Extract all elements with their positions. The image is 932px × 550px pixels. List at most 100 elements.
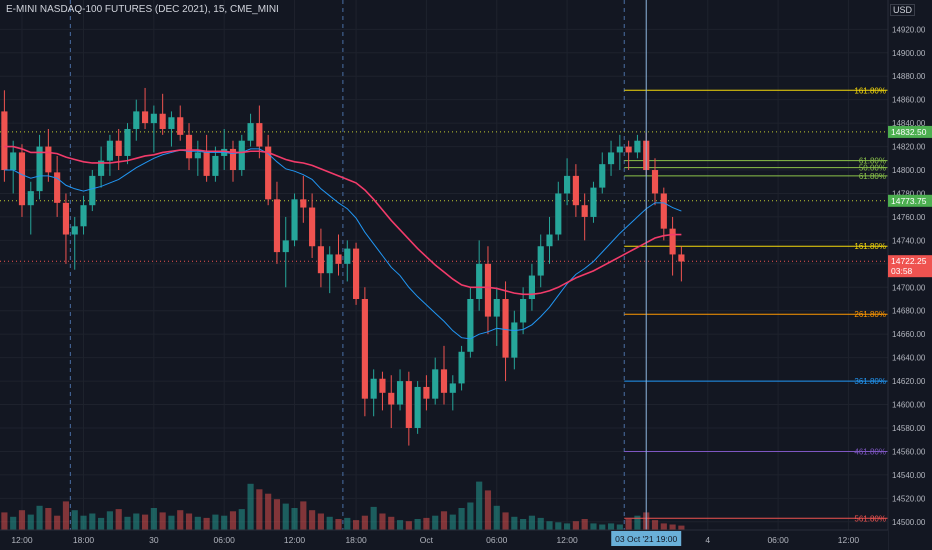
volume-bar: [141, 514, 149, 530]
candle: [141, 111, 149, 124]
candle: [115, 140, 122, 156]
price-tag-label: 14832.50: [891, 127, 927, 137]
volume-bar: [106, 511, 113, 530]
candle: [212, 155, 219, 176]
time-axis[interactable]: [0, 530, 888, 550]
candle: [71, 226, 78, 235]
candle: [185, 134, 193, 159]
y-tick-label: 14860.00: [892, 96, 926, 105]
candle: [317, 246, 324, 274]
candle: [80, 205, 87, 227]
volume-bar: [194, 516, 201, 530]
volume-bar: [317, 513, 324, 530]
volume-bar: [159, 512, 166, 530]
candle: [511, 322, 518, 358]
price-tag: [888, 255, 932, 278]
candle: [423, 386, 430, 399]
volume-bar: [18, 510, 26, 530]
candle: [476, 263, 483, 300]
candle: [45, 146, 52, 173]
candle: [18, 152, 26, 206]
candle: [344, 248, 351, 264]
candle: [326, 254, 333, 274]
volume-bar: [651, 520, 659, 530]
candle: [361, 299, 368, 399]
candle: [669, 228, 676, 255]
candle: [309, 207, 316, 247]
candle: [353, 248, 360, 300]
volume-bar: [168, 515, 175, 530]
candle: [520, 299, 527, 323]
candle: [651, 170, 659, 194]
volume-bar: [353, 520, 360, 530]
candle: [229, 148, 237, 171]
volume-bar: [572, 521, 579, 530]
y-tick-label: 14820.00: [892, 143, 926, 152]
volume-bar: [581, 519, 588, 530]
candle: [396, 381, 404, 405]
candle: [36, 146, 43, 192]
volume-bar: [256, 489, 263, 530]
x-tick-label: 18:00: [73, 535, 95, 545]
volume-bar: [212, 514, 219, 530]
candle: [502, 299, 509, 358]
volume-bar: [185, 513, 193, 530]
candle: [370, 378, 377, 399]
volume-bar: [634, 515, 641, 530]
volume-bar: [282, 503, 289, 530]
volume-bar: [150, 508, 157, 530]
volume-bar: [484, 490, 492, 530]
price-tag-label: 14773.75: [891, 196, 927, 206]
volume-bar: [335, 519, 342, 530]
volume-bar: [326, 516, 333, 530]
x-tick-label: 06:00: [767, 535, 789, 545]
candle: [62, 202, 70, 235]
y-tick-label: 14840.00: [892, 119, 926, 128]
candle: [564, 175, 571, 194]
fib-level-label: 61.80%: [859, 172, 886, 181]
y-tick-label: 14880.00: [892, 72, 926, 81]
candle: [581, 205, 588, 217]
y-tick-label: 14540.00: [892, 471, 926, 480]
fib-level-label: 50.00%: [859, 164, 886, 173]
y-tick-label: 14560.00: [892, 447, 926, 456]
fib-level-label: 61.80%: [859, 157, 886, 166]
fib-level-label: 161.80%: [854, 242, 886, 251]
volume-bar: [247, 483, 254, 530]
volume-bar: [616, 524, 623, 530]
volume-bar: [89, 513, 96, 530]
candle: [256, 123, 263, 147]
candle: [678, 254, 685, 262]
candle: [590, 187, 597, 217]
candle: [379, 378, 386, 393]
y-tick-label: 14920.00: [892, 25, 926, 34]
volume-bar: [590, 523, 597, 530]
volume-bar: [520, 519, 527, 530]
y-tick-label: 14700.00: [892, 283, 926, 292]
volume-bar: [300, 501, 307, 530]
candle: [98, 160, 105, 176]
candle: [405, 381, 412, 428]
x-tick-label: Oct: [420, 535, 434, 545]
candle: [335, 254, 342, 264]
candle: [177, 117, 184, 135]
candle: [528, 275, 535, 300]
candle: [282, 240, 289, 253]
volume-bar: [10, 516, 17, 530]
volume-bar: [546, 521, 553, 530]
y-tick-label: 14580.00: [892, 424, 926, 433]
volume-bar: [124, 516, 131, 530]
volume-bar: [98, 517, 105, 530]
volume-bar: [177, 510, 184, 530]
volume-bar: [528, 515, 535, 530]
volume-bar: [388, 516, 395, 530]
candle: [484, 263, 492, 317]
volume-bar: [660, 523, 667, 530]
volume-bar: [71, 510, 78, 530]
volume-bar: [291, 508, 298, 530]
volume-bar: [133, 513, 140, 530]
currency-badge[interactable]: USD: [890, 4, 916, 16]
candle: [458, 351, 465, 384]
